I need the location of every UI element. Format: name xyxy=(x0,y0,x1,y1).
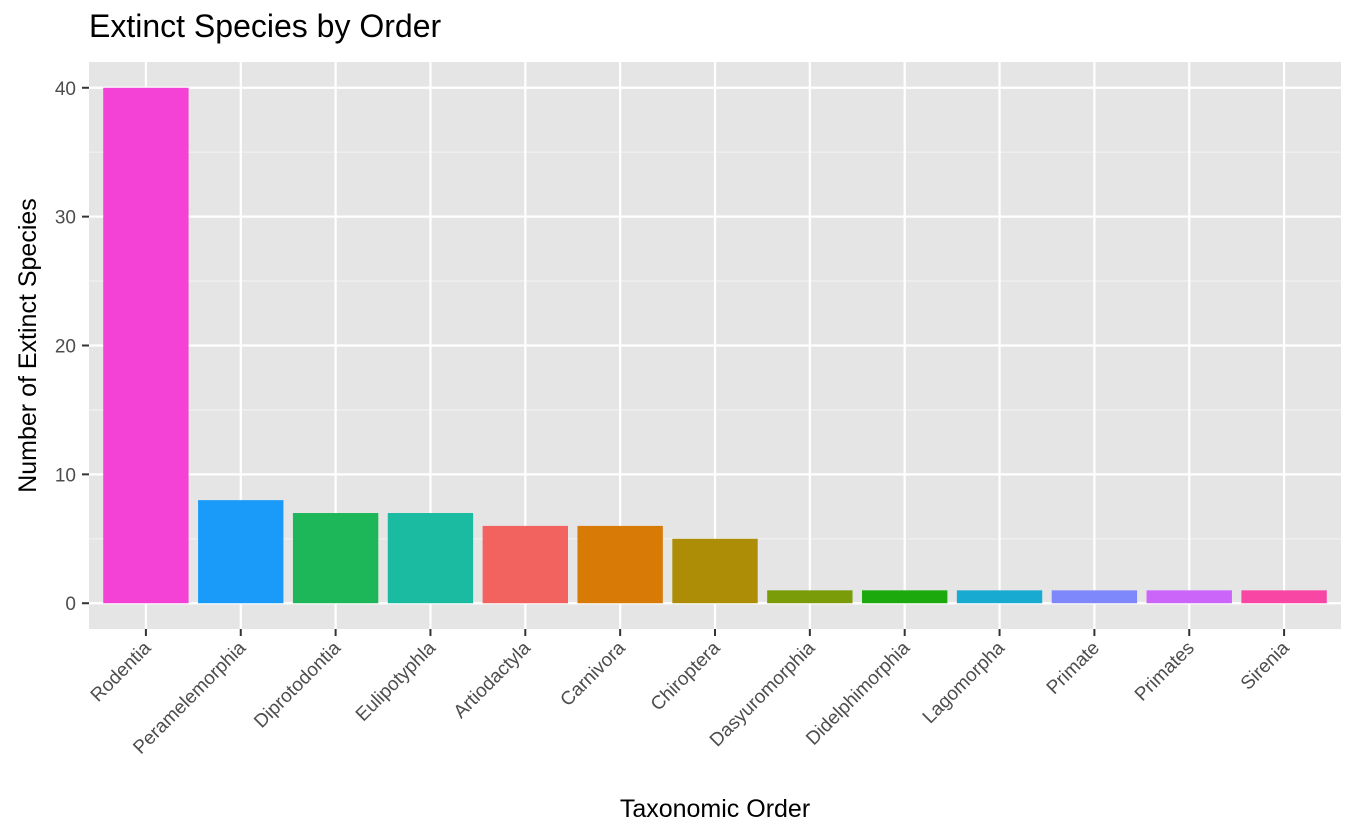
bars xyxy=(103,87,1327,604)
x-tick-label: Chiroptera xyxy=(647,637,725,715)
bar-dasyuromorphia xyxy=(767,590,853,604)
bar-lagomorpha xyxy=(956,590,1043,604)
bar-sirenia xyxy=(1241,590,1327,604)
bar-chiroptera xyxy=(672,538,758,604)
x-tick-label: Didelphimorphia xyxy=(802,637,914,749)
bar-carnivora xyxy=(577,525,663,604)
bar-primates xyxy=(1146,590,1232,604)
y-tick-label: 20 xyxy=(55,337,76,358)
x-tick-label: Carnivora xyxy=(557,637,630,710)
x-tick-label: Rodentia xyxy=(87,637,156,706)
x-tick-label: Eulipotyphla xyxy=(352,637,440,725)
y-tick-label: 30 xyxy=(55,208,76,229)
y-tick-label: 40 xyxy=(55,79,76,100)
y-axis-title: Number of Extinct Species xyxy=(14,198,42,493)
y-tick-label: 0 xyxy=(65,594,76,615)
bar-peramelemorphia xyxy=(198,500,284,604)
chart-title: Extinct Species by Order xyxy=(89,8,442,44)
bar-didelphimorphia xyxy=(862,590,948,604)
bar-artiodactyla xyxy=(482,525,568,604)
x-tick-label: Sirenia xyxy=(1237,637,1294,694)
x-tick-label: Lagomorpha xyxy=(919,637,1010,728)
x-tick-label: Artiodactyla xyxy=(450,637,535,722)
y-axis: 0 10 20 30 40 xyxy=(55,79,89,615)
bar-primate xyxy=(1051,590,1138,604)
bar-eulipotyphla xyxy=(387,513,474,604)
y-tick-label: 10 xyxy=(55,465,76,486)
x-tick-label: Primates xyxy=(1131,638,1199,706)
major-gridlines xyxy=(89,62,1341,629)
bar-rodentia xyxy=(103,87,189,604)
bar-diprotodontia xyxy=(292,513,379,604)
x-axis-title: Taxonomic Order xyxy=(620,795,810,823)
x-tick-label: Primate xyxy=(1043,638,1104,699)
x-tick-label: Diprotodontia xyxy=(250,637,345,732)
